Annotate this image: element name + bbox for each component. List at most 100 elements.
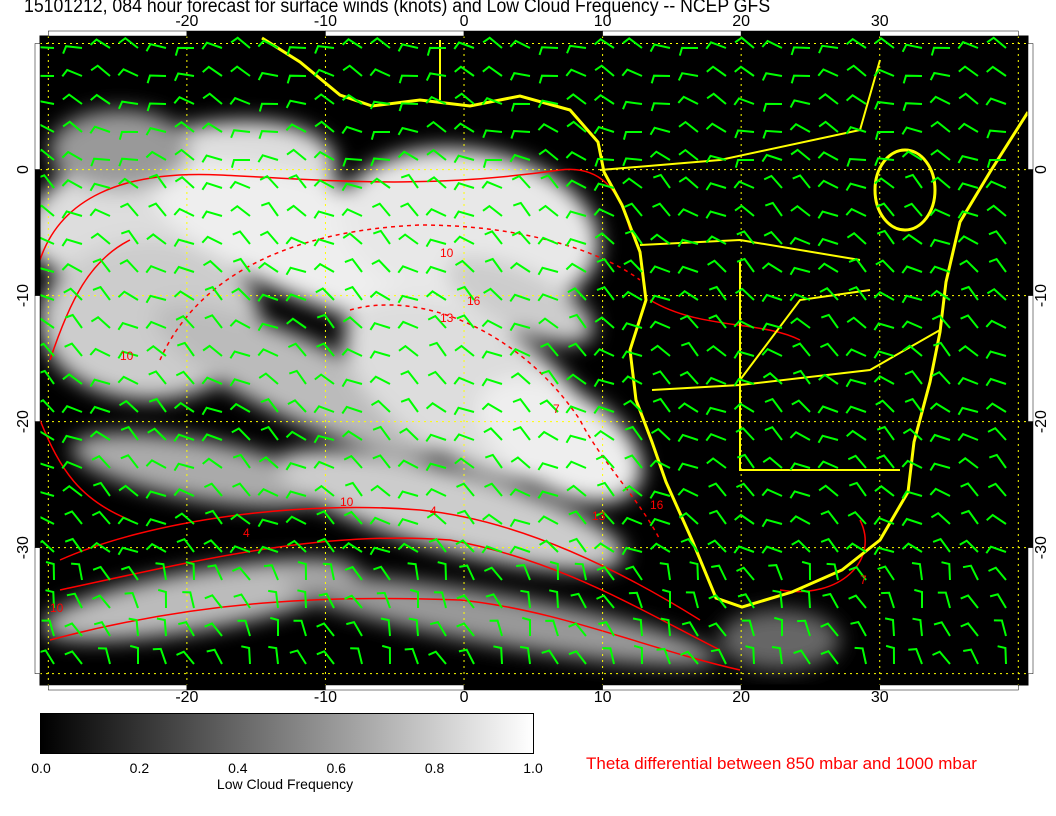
wind-barb bbox=[736, 566, 755, 581]
wind-barb bbox=[341, 378, 363, 388]
contour-line bbox=[40, 168, 631, 261]
wind-barb bbox=[820, 510, 839, 525]
wind-barb bbox=[566, 44, 587, 54]
wind-barb bbox=[566, 120, 587, 133]
wind-barb bbox=[344, 481, 363, 497]
wind-barb bbox=[649, 459, 671, 469]
contour-label: 16 bbox=[650, 498, 664, 512]
wind-barb bbox=[537, 236, 559, 245]
wind-barb bbox=[61, 263, 83, 273]
wind-barb bbox=[985, 97, 1007, 106]
cloud-patch bbox=[42, 559, 358, 641]
wind-barb bbox=[705, 210, 727, 219]
wind-barb bbox=[957, 210, 979, 219]
contour-label: 13 bbox=[592, 509, 606, 523]
wind-barb bbox=[481, 402, 503, 413]
wind-barb bbox=[89, 38, 111, 49]
wind-barb bbox=[257, 348, 279, 357]
wind-barb bbox=[736, 230, 755, 245]
wind-barb bbox=[201, 376, 223, 385]
wind-barb bbox=[117, 350, 139, 359]
wind-barb bbox=[789, 462, 811, 471]
wind-barb bbox=[341, 405, 363, 415]
wind-barb bbox=[173, 462, 195, 472]
wind-barb bbox=[985, 350, 1007, 360]
wind-barb bbox=[848, 594, 867, 609]
wind-barb bbox=[229, 402, 251, 413]
contour-line bbox=[49, 597, 741, 671]
cloud-patch bbox=[446, 256, 594, 344]
wind-barb bbox=[176, 341, 195, 357]
wind-barb bbox=[117, 290, 139, 301]
wind-barb bbox=[258, 102, 279, 112]
wind-barb bbox=[204, 285, 223, 301]
coastline bbox=[261, 36, 1028, 609]
wind-barb bbox=[710, 648, 727, 665]
wind-barb bbox=[985, 180, 1007, 189]
wind-barb bbox=[745, 645, 755, 665]
wind-barb bbox=[202, 259, 223, 273]
wind-barb bbox=[454, 259, 475, 273]
wind-barb bbox=[649, 490, 671, 499]
wind-barb bbox=[930, 511, 951, 525]
wind-barb bbox=[568, 313, 587, 329]
wind-barb bbox=[874, 177, 895, 189]
wind-barb bbox=[429, 621, 447, 637]
wind-barb bbox=[453, 433, 475, 442]
wind-barb bbox=[568, 537, 587, 553]
wind-barb bbox=[173, 238, 195, 248]
contour-line bbox=[159, 224, 641, 361]
wind-barb bbox=[146, 102, 167, 112]
wind-barb bbox=[510, 102, 531, 112]
wind-barb bbox=[313, 68, 335, 77]
wind-barb bbox=[369, 375, 391, 385]
wind-barb bbox=[733, 97, 755, 106]
wind-barb bbox=[316, 313, 335, 329]
wind-barb bbox=[761, 72, 783, 81]
wind-barb bbox=[817, 151, 839, 161]
wind-barb bbox=[801, 560, 811, 581]
wind-barb bbox=[764, 201, 783, 217]
wind-barb bbox=[481, 319, 503, 329]
wind-barb bbox=[930, 46, 951, 56]
wind-barb bbox=[258, 456, 279, 469]
wind-barb bbox=[174, 512, 195, 525]
wind-barb bbox=[372, 229, 391, 245]
wind-barb bbox=[958, 65, 979, 77]
wind-barb bbox=[425, 72, 447, 82]
wind-barb bbox=[848, 285, 867, 301]
wind-barb bbox=[565, 210, 587, 219]
wind-barb bbox=[649, 126, 671, 136]
wind-barb bbox=[313, 179, 335, 189]
wind-barb bbox=[912, 617, 923, 637]
wind-barb bbox=[734, 159, 754, 168]
wind-barb bbox=[901, 150, 923, 161]
wind-barb bbox=[997, 645, 1007, 665]
wind-barb bbox=[881, 591, 895, 609]
wind-barb bbox=[201, 235, 223, 245]
wind-barb bbox=[901, 294, 923, 304]
wind-barb bbox=[286, 539, 307, 553]
wind-barb bbox=[820, 313, 839, 329]
contour-label: 10 bbox=[340, 495, 354, 509]
wind-barb bbox=[229, 378, 251, 387]
wind-barb bbox=[817, 68, 839, 77]
wind-barb bbox=[231, 566, 251, 581]
wind-barb bbox=[790, 204, 811, 217]
wind-barb bbox=[519, 645, 531, 665]
wind-barb bbox=[370, 157, 391, 167]
wind-barb bbox=[117, 375, 139, 385]
wind-barb bbox=[117, 321, 139, 331]
wind-barb bbox=[567, 287, 587, 301]
wind-barb bbox=[173, 265, 195, 275]
wind-barb bbox=[873, 516, 895, 526]
frame-bar-top bbox=[879, 30, 1019, 37]
wind-barb bbox=[425, 290, 447, 301]
wind-barb bbox=[705, 41, 727, 50]
wind-barb bbox=[593, 542, 615, 553]
wind-barb bbox=[92, 258, 111, 273]
lon-tick-label-bottom: 30 bbox=[871, 689, 889, 706]
wind-barb bbox=[565, 151, 587, 161]
wind-barb bbox=[509, 545, 531, 554]
wind-barb bbox=[768, 564, 783, 581]
